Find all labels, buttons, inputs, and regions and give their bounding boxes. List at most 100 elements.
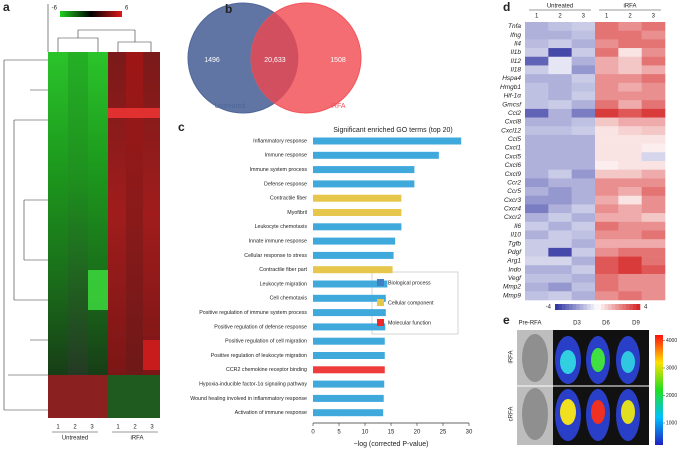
column-label: 1 — [605, 14, 609, 20]
panel-b-venn — [187, 2, 362, 114]
heatmap-cell — [641, 30, 666, 40]
venn-set-label: iRFA — [330, 103, 346, 110]
heatmap-cell — [548, 291, 572, 301]
heatmap-cell — [618, 74, 642, 84]
heatmap-cell — [571, 195, 596, 205]
heatmap-cell — [525, 74, 549, 84]
heatmap-cell — [595, 143, 619, 153]
colorbar-step — [625, 304, 630, 310]
heatmap-cell — [548, 273, 572, 283]
chart-title: Significant enriched GO terms (top 20) — [333, 127, 452, 134]
category-label: Positive regulation of defense response — [214, 324, 307, 330]
colorbar-step — [572, 304, 577, 310]
heatmap-cell — [525, 65, 549, 75]
colorbar-step — [586, 304, 591, 310]
row-label: Hspa4 — [502, 75, 521, 82]
category-label: Positive regulation of cell migration — [225, 339, 307, 345]
bar — [313, 209, 402, 216]
heatmap-cell — [618, 282, 642, 292]
heatmap-column — [88, 52, 108, 375]
heatmap-cell — [641, 247, 666, 257]
row-label: Cxcl8 — [505, 119, 522, 126]
panel-a-heatmap — [3, 4, 160, 418]
heatmap-cell — [641, 56, 666, 66]
row-label: Il18 — [511, 67, 522, 74]
column-label: 3 — [90, 425, 94, 431]
heatmap-cell — [571, 134, 596, 144]
heatmap-cell — [571, 56, 596, 66]
bar — [313, 352, 385, 359]
heatmap-patch — [108, 108, 160, 118]
signal — [560, 350, 576, 374]
heatmap-cell — [525, 161, 549, 170]
heatmap-cell — [571, 65, 596, 75]
heatmap-cell — [548, 22, 572, 31]
panel-e-images — [517, 330, 663, 445]
heatmap-cell — [525, 221, 549, 231]
heatmap-cell — [618, 239, 642, 249]
heatmap-cell — [525, 239, 549, 249]
heatmap-cell — [548, 247, 572, 257]
row-label: Il12 — [511, 58, 522, 65]
heatmap-cell — [618, 265, 642, 275]
heatmap-cell — [571, 256, 596, 266]
heatmap-cell — [641, 169, 666, 179]
heatmap-cell — [548, 48, 572, 58]
row-label: Ifng — [510, 32, 521, 39]
heatmap-column — [68, 52, 88, 375]
heatmap-column — [143, 52, 160, 375]
colorbar-step — [562, 304, 566, 310]
heatmap-cell — [571, 282, 596, 292]
heatmap-cell — [571, 221, 596, 231]
colorbar — [60, 11, 122, 17]
heatmap-cell — [525, 22, 549, 31]
bar — [313, 166, 415, 174]
row-label: Il6 — [514, 223, 521, 230]
category-label: Leukocyte chemotaxis — [255, 224, 308, 230]
bar — [313, 151, 439, 159]
row-label: Mmp9 — [503, 292, 521, 299]
heatmap-cell — [641, 143, 666, 153]
heatmap-cell — [595, 195, 619, 205]
heatmap-cell — [571, 265, 596, 275]
category-label: Innate immune response — [249, 239, 307, 245]
heatmap-cell — [548, 195, 572, 205]
signal — [591, 400, 605, 424]
heatmap-cell — [641, 134, 666, 144]
heatmap-cell — [595, 291, 619, 301]
signal — [591, 348, 605, 372]
heatmap-cell — [641, 221, 666, 231]
colorbar-tick-label: -6 — [52, 6, 58, 12]
group-label: Untreated — [62, 436, 88, 442]
heatmap-cell — [571, 108, 596, 118]
group-label: iRFA — [130, 436, 143, 442]
row-label: Cxcl12 — [501, 127, 521, 134]
column-label: D3 — [573, 321, 581, 327]
heatmap-cell — [571, 22, 596, 31]
heatmap-cell — [571, 230, 596, 240]
colorbar-tick-label: 2000 — [666, 393, 677, 399]
category-label: Inflammatory response — [253, 138, 307, 144]
heatmap-cell — [595, 22, 619, 31]
heatmap-cell — [548, 117, 572, 127]
column-label: 3 — [582, 14, 586, 20]
legend-swatch — [377, 299, 384, 306]
heatmap-cell — [641, 126, 666, 136]
heatmap-cell — [525, 108, 549, 118]
heatmap-cell — [618, 221, 642, 231]
bar — [313, 194, 402, 202]
heatmap-cell — [641, 48, 666, 58]
row-label: Ccr2 — [507, 179, 521, 186]
heatmap-cell — [618, 187, 642, 197]
bar — [313, 409, 384, 417]
heatmap-cell — [548, 256, 572, 266]
heatmap-cell — [641, 291, 666, 301]
column-label: 1 — [56, 425, 60, 431]
bar — [313, 137, 462, 145]
bar — [313, 266, 393, 274]
row-label: Arg1 — [506, 258, 521, 265]
heatmap-cell — [595, 126, 619, 136]
heatmap-cell — [641, 152, 666, 162]
heatmap-cell — [595, 169, 619, 179]
column-label: 2 — [133, 425, 137, 431]
